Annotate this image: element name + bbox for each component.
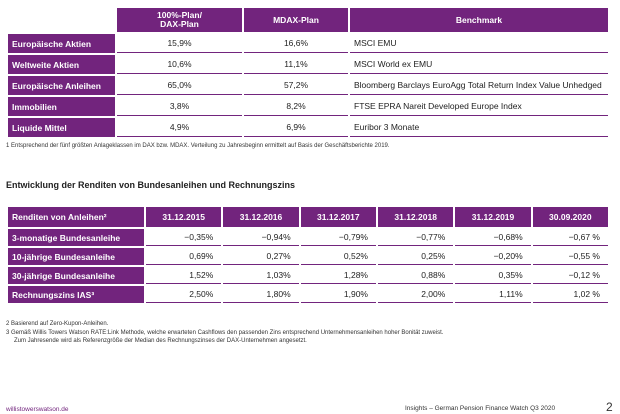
table1-corner (8, 8, 115, 32)
header-mdax-plan: MDAX-Plan (244, 8, 348, 32)
yield-value: 1,11% (455, 286, 531, 303)
table-row: Weltweite Aktien 10,6% 11,1% MSCI World … (8, 55, 608, 74)
table-row: Rechnungszins IAS³ 2,50% 1,80% 1,90% 2,0… (8, 286, 608, 303)
benchmark-value: MSCI EMU (350, 34, 608, 53)
yield-value: 2,00% (377, 286, 454, 303)
table-row: 3-monatige Bundesanleihe −0,35% −0,94% −… (8, 229, 608, 246)
yield-value: −0,20% (455, 248, 531, 265)
yield-value: 0,52% (300, 248, 376, 265)
yield-value: 1,52% (146, 267, 222, 284)
row-label: 30-jährige Bundesanleihe (8, 267, 144, 284)
benchmark-value: Euribor 3 Monate (350, 118, 608, 137)
yield-value: −0,79% (300, 229, 376, 246)
row-label: 10-jährige Bundesanleihe (8, 248, 144, 265)
dax-value: 10,6% (117, 55, 242, 74)
yield-value: 0,35% (455, 267, 531, 284)
header-dax-line1: 100%-Plan/ (157, 10, 202, 20)
benchmark-value: FTSE EPRA Nareit Developed Europe Index (350, 97, 608, 116)
yield-value: 0,25% (377, 248, 454, 265)
page-number: 2 (606, 400, 613, 414)
header-bond-yields: Renditen von Anleihen² (8, 207, 144, 227)
table-row: Europäische Anleihen 65,0% 57,2% Bloombe… (8, 76, 608, 95)
footnote-1: 1 Entsprechend der fünf größten Anlagekl… (6, 143, 390, 149)
header-date: 31.12.2019 (455, 207, 531, 227)
yield-value: 0,27% (223, 248, 299, 265)
benchmark-value: Bloomberg Barclays EuroAgg Total Return … (350, 76, 608, 95)
yield-value: 1,02 % (532, 286, 608, 303)
yield-value: 1,90% (300, 286, 376, 303)
mdax-value: 57,2% (244, 76, 348, 95)
yield-value: −0,94% (223, 229, 299, 246)
dax-value: 15,9% (117, 34, 242, 53)
mdax-value: 11,1% (244, 55, 348, 74)
table-row: 30-jährige Bundesanleihe 1,52% 1,03% 1,2… (8, 267, 608, 284)
table-row: 10-jährige Bundesanleihe 0,69% 0,27% 0,5… (8, 248, 608, 265)
bond-yields-table: Renditen von Anleihen² 31.12.2015 31.12.… (6, 205, 610, 305)
header-dax-line2: DAX-Plan (160, 19, 199, 29)
footer-website-link[interactable]: willistowerswatson.de (6, 406, 69, 413)
header-date: 31.12.2016 (223, 207, 299, 227)
row-label: 3-monatige Bundesanleihe (8, 229, 144, 246)
footnote-3b: Zum Jahresende wird als Referenzgröße de… (14, 338, 307, 344)
yield-value: 0,69% (146, 248, 222, 265)
yield-value: 1,03% (223, 267, 299, 284)
table-row: Liquide Mittel 4,9% 6,9% Euribor 3 Monat… (8, 118, 608, 137)
yield-value: −0,67 % (532, 229, 608, 246)
benchmark-value: MSCI World ex EMU (350, 55, 608, 74)
row-label: Liquide Mittel (8, 118, 115, 137)
yield-value: 2,50% (146, 286, 222, 303)
header-date: 31.12.2015 (146, 207, 222, 227)
mdax-value: 6,9% (244, 118, 348, 137)
header-benchmark: Benchmark (350, 8, 608, 32)
footer-publication: Insights – German Pension Finance Watch … (405, 405, 556, 412)
yield-value: −0,35% (146, 229, 222, 246)
yield-value: −0,55 % (532, 248, 608, 265)
header-date: 30.09.2020 (532, 207, 608, 227)
footnote-2: 2 Basierend auf Zero-Kupon-Anleihen. (6, 321, 109, 327)
section-title: Entwicklung der Renditen von Bundesanlei… (6, 180, 296, 190)
yield-value: −0,77% (377, 229, 454, 246)
yield-value: 1,28% (300, 267, 376, 284)
yield-value: 1,80% (223, 286, 299, 303)
footnotes-2-3: 2 Basierend auf Zero-Kupon-Anleihen. 3 G… (6, 320, 443, 346)
row-label: Weltweite Aktien (8, 55, 115, 74)
asset-allocation-table: 100%-Plan/DAX-Plan MDAX-Plan Benchmark E… (6, 6, 610, 139)
row-label: Europäische Aktien (8, 34, 115, 53)
footnote-3a: 3 Gemäß Willis Towers Watson RATE:Link M… (6, 329, 444, 336)
mdax-value: 16,6% (244, 34, 348, 53)
dax-value: 65,0% (117, 76, 242, 95)
row-label: Immobilien (8, 97, 115, 116)
row-label: Europäische Anleihen (8, 76, 115, 95)
table-row: Europäische Aktien 15,9% 16,6% MSCI EMU (8, 34, 608, 53)
dax-value: 3,8% (117, 97, 242, 116)
header-date: 31.12.2017 (300, 207, 376, 227)
yield-value: −0,68% (455, 229, 531, 246)
mdax-value: 8,2% (244, 97, 348, 116)
header-dax-plan: 100%-Plan/DAX-Plan (117, 8, 242, 32)
row-label: Rechnungszins IAS³ (8, 286, 144, 303)
dax-value: 4,9% (117, 118, 242, 137)
yield-value: −0,12 % (532, 267, 608, 284)
yield-value: 0,88% (377, 267, 454, 284)
table-row: Immobilien 3,8% 8,2% FTSE EPRA Nareit De… (8, 97, 608, 116)
header-date: 31.12.2018 (377, 207, 454, 227)
